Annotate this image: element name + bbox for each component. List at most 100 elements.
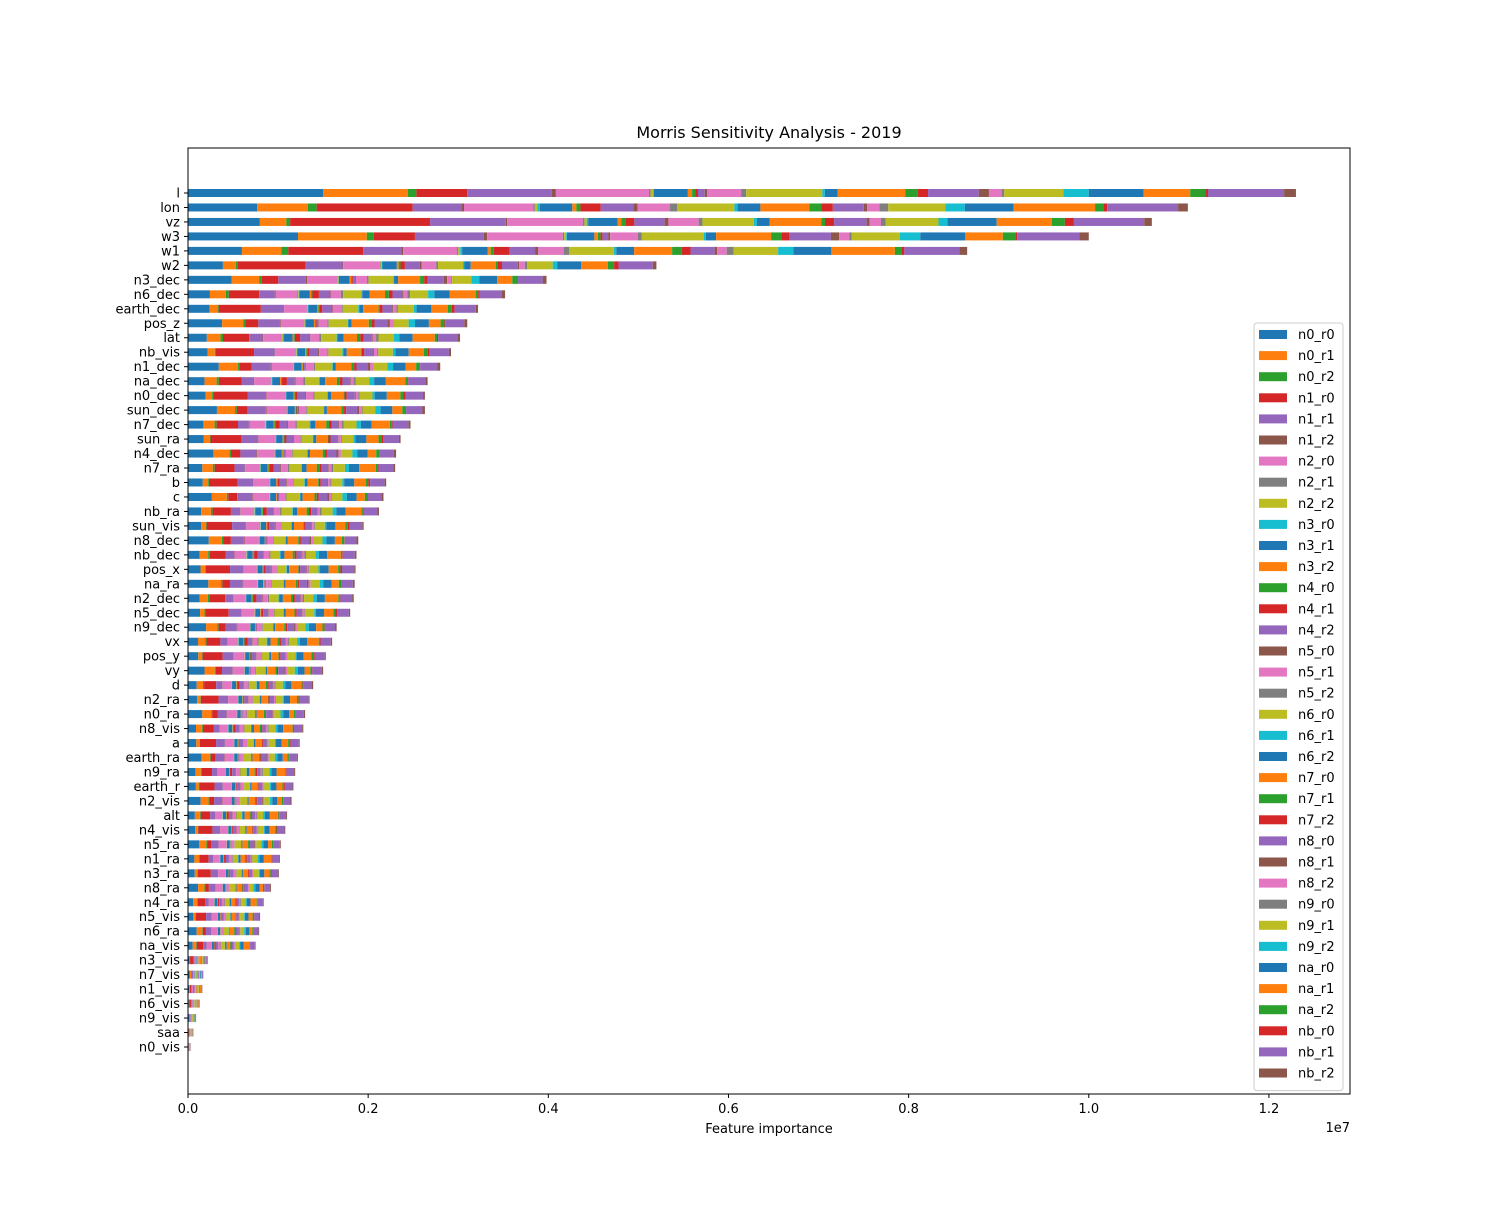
y-tick-label: n3_vis <box>139 954 180 969</box>
bar-segment <box>396 304 398 313</box>
bar-segment <box>475 304 479 313</box>
bar-segment <box>771 232 782 241</box>
bar-segment <box>428 319 441 328</box>
bar-segment <box>223 536 231 545</box>
bar-segment <box>235 796 237 805</box>
bar-segment <box>328 478 331 487</box>
bar-segment <box>271 565 277 574</box>
bar-segment <box>322 449 326 458</box>
bar-segment <box>341 579 353 588</box>
bar-segment <box>257 550 264 559</box>
bar-segment <box>240 927 245 936</box>
y-tick-label: a <box>172 737 180 752</box>
bar-segment <box>268 695 270 704</box>
bar-segment <box>318 565 321 574</box>
bar-segment <box>247 406 266 415</box>
bar-segment <box>316 623 323 632</box>
bar-segment <box>286 767 295 776</box>
bar-segment <box>222 883 226 892</box>
bar-segment <box>229 449 231 458</box>
bar-segment <box>597 232 601 241</box>
bar-segment <box>313 319 316 328</box>
bar-segment <box>741 189 747 197</box>
legend-swatch <box>1259 752 1287 761</box>
bar-segment <box>368 319 372 328</box>
legend-label: n0_r1 <box>1298 349 1335 364</box>
bar-segment <box>371 333 373 342</box>
bar-segment <box>188 811 195 820</box>
bar-segment <box>271 869 279 878</box>
bar-segment <box>266 420 274 429</box>
bar-segment <box>324 608 334 617</box>
bar-segment <box>250 652 252 661</box>
bar-segment <box>274 739 277 748</box>
bar-segment <box>314 391 328 400</box>
bar-segment <box>253 377 255 386</box>
bar-segment <box>344 391 347 400</box>
chart-title: Morris Sensitivity Analysis - 2019 <box>636 123 901 142</box>
bar-segment <box>276 767 286 776</box>
bar-segment <box>243 681 245 690</box>
bar-segment <box>206 637 221 646</box>
bar-segment <box>270 478 277 487</box>
bar-segment <box>327 348 329 357</box>
bar-segment <box>249 927 253 936</box>
bar-segment <box>316 594 325 603</box>
y-tick-label: l <box>176 187 180 202</box>
bar-segment <box>299 695 309 704</box>
legend-swatch <box>1259 498 1287 508</box>
bar-segment <box>287 623 295 632</box>
legend-swatch <box>1259 857 1287 867</box>
bar-segment <box>416 362 420 371</box>
bar-segment <box>377 348 379 357</box>
bar-segment <box>327 550 341 559</box>
bar-segment <box>347 521 350 530</box>
bar-segment <box>264 796 270 805</box>
bar-segment <box>363 507 378 516</box>
bar-segment <box>304 478 308 487</box>
bar-segment <box>746 189 823 197</box>
bar-segment <box>215 941 219 950</box>
bar-segment <box>240 941 244 950</box>
bar-segment <box>331 464 334 473</box>
bar-segment <box>483 232 488 241</box>
legend-label: n6_r2 <box>1298 750 1335 765</box>
bar-segment <box>188 637 198 646</box>
bar-segment <box>692 189 696 197</box>
bar-segment <box>236 406 248 415</box>
bar-segment <box>313 362 316 371</box>
y-tick-label: n8_ra <box>144 881 180 896</box>
bar-segment <box>349 521 363 530</box>
bar-segment <box>308 579 311 588</box>
bar-segment <box>245 652 250 661</box>
bar-segment <box>256 811 258 820</box>
bar-segment <box>342 377 350 386</box>
bar-segment <box>209 550 226 559</box>
bar-segment <box>263 550 264 559</box>
bar-segment <box>200 695 219 704</box>
y-tick-label: n2_vis <box>139 794 180 809</box>
bar-segment <box>202 478 209 487</box>
bar-segment <box>378 348 393 357</box>
bar-segment <box>312 435 314 444</box>
y-tick-label: n9_vis <box>139 1012 180 1027</box>
bar-segment <box>487 232 563 241</box>
bar-segment <box>206 521 233 530</box>
bar-segment <box>258 782 263 791</box>
bar-segment <box>243 724 245 733</box>
bar-segment <box>681 246 691 255</box>
bar-segment <box>188 854 195 863</box>
bar-segment <box>189 999 191 1008</box>
bar-segment <box>276 739 282 748</box>
bar-segment <box>250 854 252 863</box>
y-tick-label: n4_vis <box>139 823 180 838</box>
bar-segment <box>302 608 303 617</box>
bar-segment <box>235 724 240 733</box>
bar-segment <box>427 275 444 284</box>
legend-swatch <box>1259 372 1287 382</box>
bar-segment <box>204 377 217 386</box>
bar-segment <box>201 956 202 965</box>
bar-segment <box>233 825 237 834</box>
bar-segment <box>363 333 372 342</box>
bar-segment <box>301 681 303 690</box>
